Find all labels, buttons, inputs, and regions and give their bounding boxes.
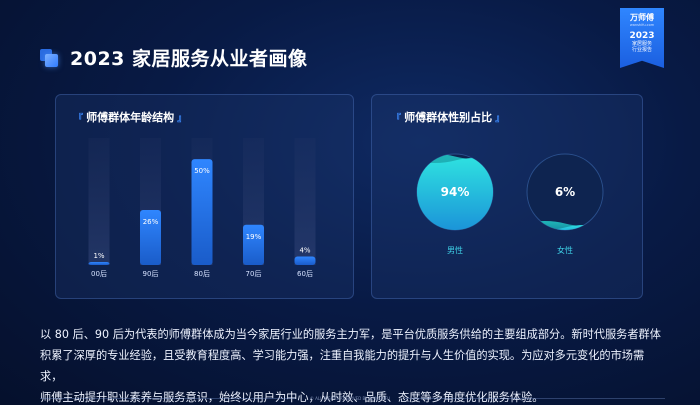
bar-value-label: 26% bbox=[143, 218, 159, 226]
report-badge: 万师傅 wanshifu.com 2023 家居服务 行业报告 bbox=[620, 8, 664, 68]
bar-category-label: 90后 bbox=[143, 269, 159, 278]
bar bbox=[88, 262, 110, 265]
bar-category-label: 00后 bbox=[91, 269, 107, 278]
bar-category-label: 80后 bbox=[194, 269, 210, 278]
gender-chart-title-text: 师傅群体性别占比 bbox=[404, 111, 493, 124]
bar-category-label: 70后 bbox=[246, 269, 262, 278]
badge-line2: 行业报告 bbox=[631, 47, 652, 53]
bar-value-label: 4% bbox=[299, 247, 310, 255]
bar bbox=[294, 256, 316, 265]
pie-category-label: 男性 bbox=[447, 245, 463, 255]
brand-logo: 万师傅 bbox=[630, 13, 654, 22]
gender-pie-chart: 94% 男性 6% 女性 bbox=[416, 153, 604, 255]
gender-chart-title: 『 师傅群体性别占比 』 bbox=[392, 111, 505, 124]
bar-category-label: 60后 bbox=[297, 269, 313, 278]
bar-value-label: 1% bbox=[93, 252, 104, 260]
summary-line: 积累了深厚的专业经验，且受教育程度高、学习能力强，注重自我能力的提升与人生价值的… bbox=[40, 349, 645, 383]
title-icon bbox=[40, 49, 58, 67]
footer-copyright: © ALL RIGHTS RESERVED BY WANSHIFU bbox=[309, 396, 391, 401]
bar-value-label: 19% bbox=[246, 233, 262, 241]
brand-site: wanshifu.com bbox=[629, 23, 655, 27]
pie-value-label: 94% bbox=[441, 185, 470, 199]
age-chart-title-text: 师傅群体年龄结构 bbox=[86, 111, 175, 124]
age-chart-title: 『 师傅群体年龄结构 』 bbox=[74, 111, 187, 124]
pie-value-label: 6% bbox=[555, 185, 575, 199]
summary-line: 师傅主动提升职业素养与服务意识，始终以用户为中心，从时效、品质、态度等多角度优化… bbox=[40, 391, 544, 404]
bar bbox=[140, 209, 161, 265]
bar-value-label: 50% bbox=[194, 167, 210, 175]
bar-track bbox=[88, 138, 110, 265]
footer-divider-left bbox=[40, 398, 295, 399]
pie-male bbox=[416, 153, 494, 231]
badge-year: 2023 bbox=[629, 31, 655, 41]
gender-chart-panel: 『 师傅群体性别占比 』 94% 男性 6% 女性 bbox=[371, 94, 643, 299]
bar-track bbox=[294, 138, 316, 265]
page-title: 2023 家居服务从业者画像 bbox=[70, 48, 308, 70]
pie-category-label: 女性 bbox=[557, 245, 573, 255]
bar bbox=[191, 159, 213, 265]
badge-line1: 家居服务 bbox=[631, 41, 652, 47]
summary-text: 以 80 后、90 后为代表的师傅群体成为当今家居行业的服务主力军，是平台优质服… bbox=[40, 324, 666, 405]
summary-line: 以 80 后、90 后为代表的师傅群体成为当今家居行业的服务主力军，是平台优质服… bbox=[40, 328, 661, 341]
bar bbox=[243, 224, 264, 265]
age-bar-chart: 1% 00后 26% 90后 50% 80后 19% 70后 4% 60后 bbox=[88, 138, 316, 278]
pie-slice-fill bbox=[417, 158, 493, 230]
footer-divider-right bbox=[405, 398, 665, 399]
age-chart-panel: 『 师傅群体年龄结构 』 1% 00后 26% 90后 50% 80后 19% 70后 4% 60… bbox=[55, 94, 354, 299]
